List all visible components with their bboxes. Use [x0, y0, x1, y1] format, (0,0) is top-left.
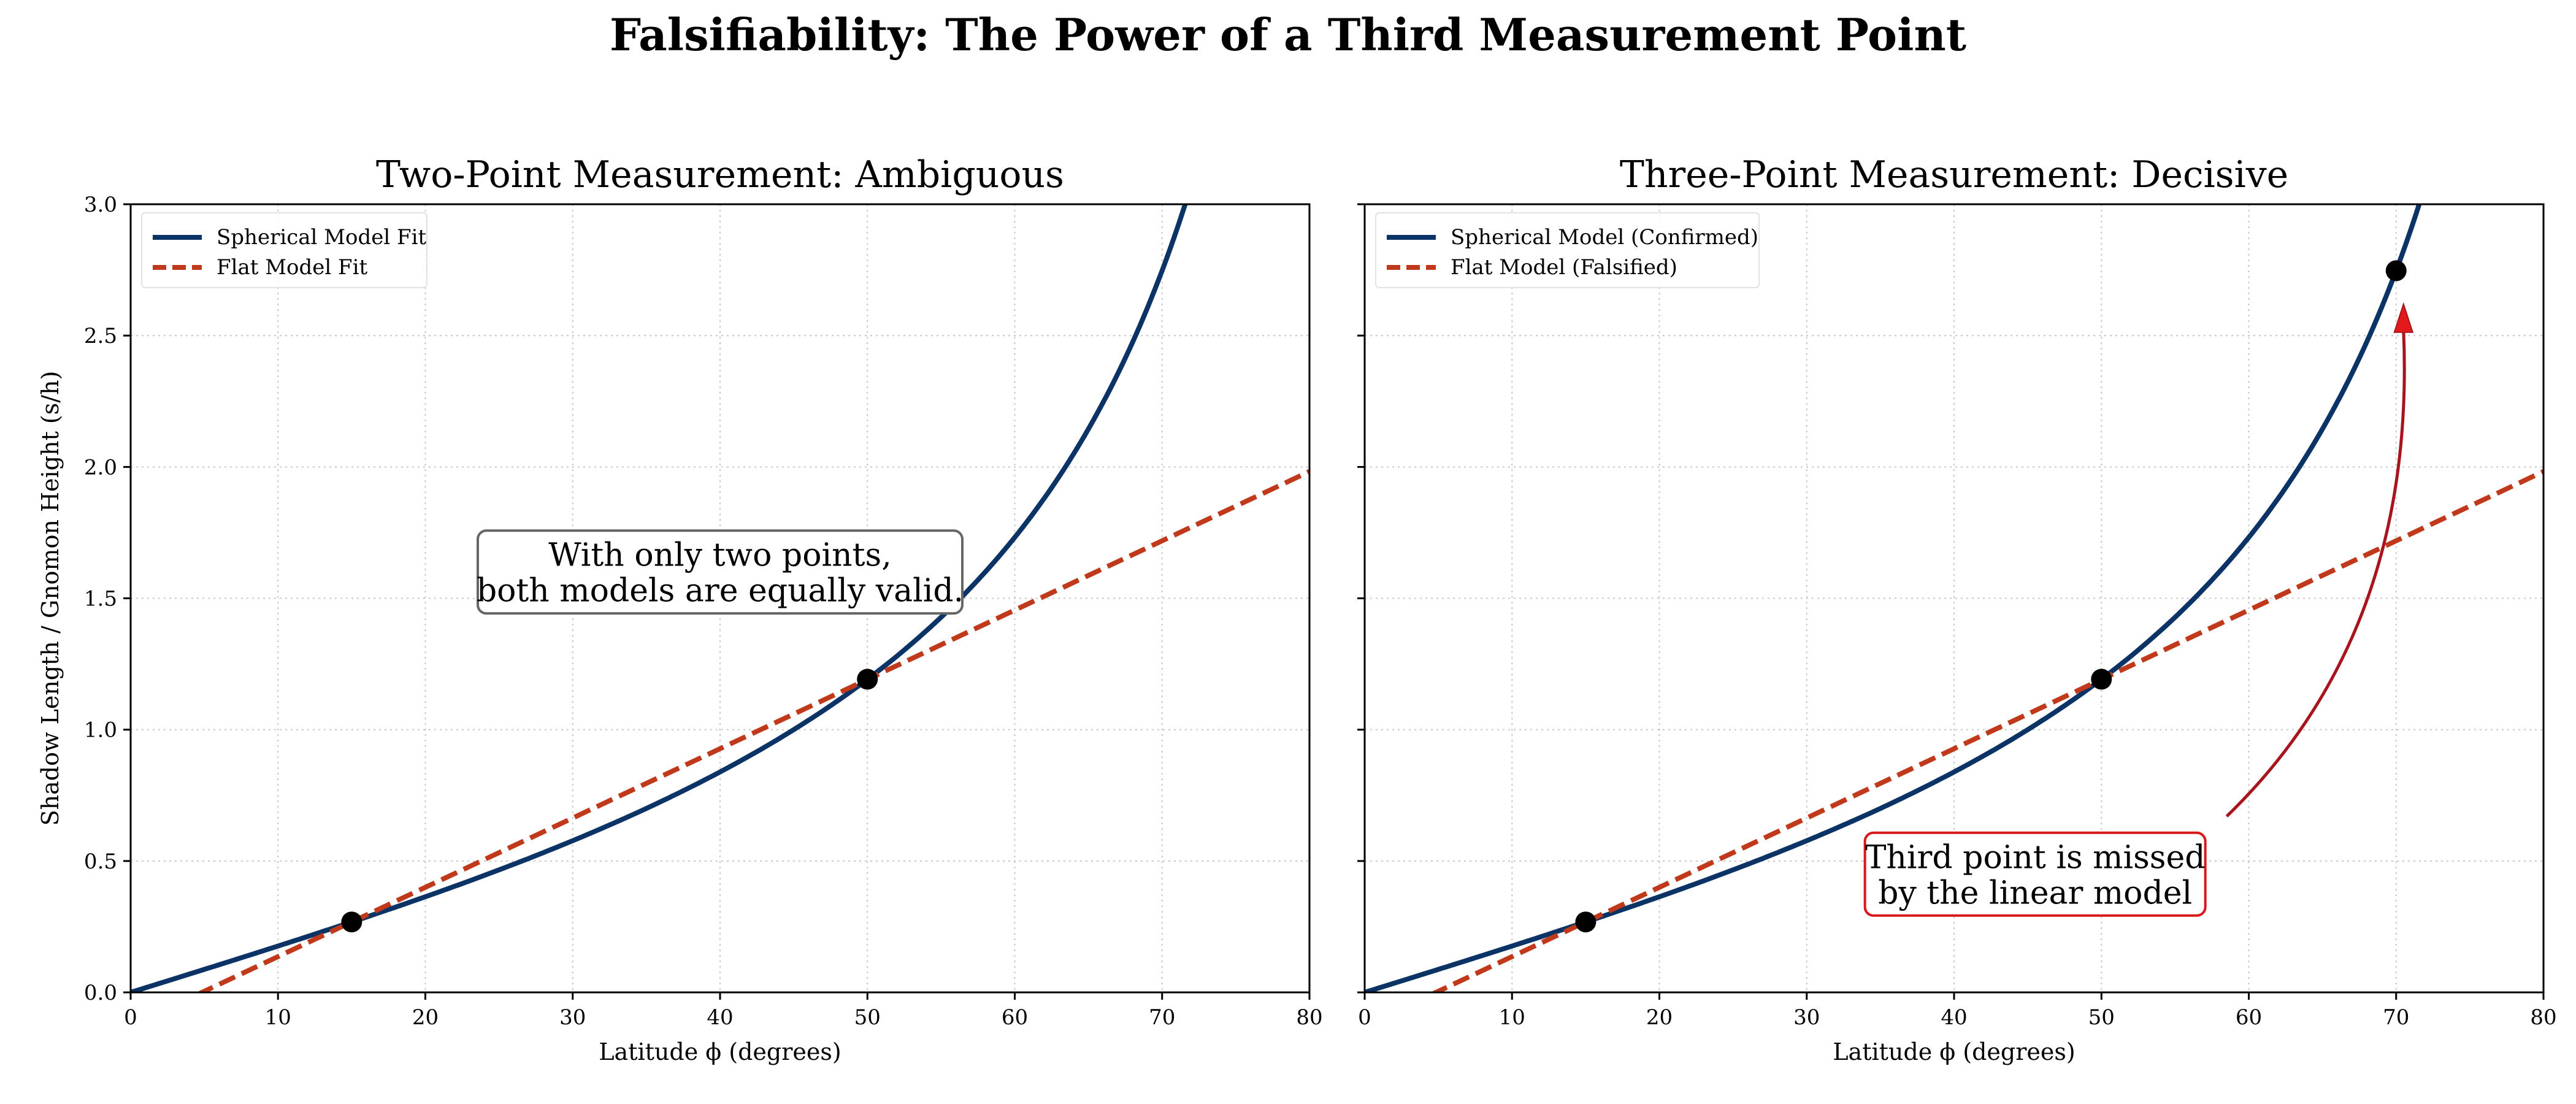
measurement-point-1: [1575, 911, 1597, 933]
x-tick-label: 0: [1358, 1005, 1371, 1030]
plot-area: [131, 204, 1309, 992]
annotation-text: by the linear model: [1878, 875, 2192, 911]
legend: Spherical Model (Confirmed) Flat Model (F…: [1375, 212, 1760, 288]
legend-label: Flat Model Fit: [217, 255, 368, 280]
y-tick-label: 3.0: [84, 193, 117, 217]
x-tick-label: 80: [1296, 1005, 1322, 1030]
left-panel: 0 10 20 30 40 50 60 70 80 0.0 0.5 1.0 1.5 2.0 2.5 3.0 Tw…: [37, 153, 1323, 1065]
x-tick-label: 60: [1002, 1005, 1028, 1030]
annotation-text: both models are equally valid.: [477, 573, 964, 610]
legend-label: Flat Model (Falsified): [1451, 255, 1677, 280]
annotation-box: [477, 529, 964, 615]
x-tick-label: 60: [2236, 1005, 2262, 1030]
x-tick-label: 50: [2088, 1005, 2115, 1030]
x-tick-label: 10: [265, 1005, 291, 1030]
x-tick-label: 40: [1941, 1005, 1967, 1030]
spherical-model-line: [1365, 204, 2422, 992]
annotation-text: Third point is missed: [1865, 839, 2206, 876]
y-tick-label: 2.5: [84, 324, 117, 348]
panel-title: Two-Point Measurement: Ambiguous: [376, 153, 1064, 196]
measurement-point-2: [857, 669, 878, 690]
flat-model-line: [196, 469, 1309, 992]
legend-box: [1375, 212, 1760, 288]
legend-label: Spherical Model Fit: [217, 225, 427, 250]
arrow-head: [2393, 302, 2414, 333]
x-tick-label: 40: [707, 1005, 733, 1030]
legend-box: [141, 212, 427, 288]
x-tick-label: 30: [1793, 1005, 1820, 1030]
y-tick-label: 1.0: [84, 718, 117, 743]
legend: Spherical Model Fit Flat Model Fit: [141, 212, 427, 288]
x-tick-label: 10: [1499, 1005, 1525, 1030]
measurement-point-1: [341, 911, 362, 933]
figure-title: Falsifiability: The Power of a Third Mea…: [610, 9, 1966, 61]
legend-label: Spherical Model (Confirmed): [1451, 225, 1758, 250]
y-tick-label: 0.5: [84, 849, 117, 874]
x-tick-label: 50: [854, 1005, 881, 1030]
x-tick-label: 70: [1149, 1005, 1175, 1030]
measurement-point-2: [2091, 669, 2112, 690]
y-tick-label: 1.5: [84, 587, 117, 611]
plot-area: [1365, 204, 2543, 992]
x-tick-label: 0: [124, 1005, 137, 1030]
flat-model-line: [1430, 469, 2543, 992]
spherical-model-line: [131, 204, 1188, 992]
annotation-arrow: [2225, 329, 2406, 818]
x-tick-label: 30: [559, 1005, 586, 1030]
x-tick-label: 80: [2530, 1005, 2556, 1030]
right-panel: 0 10 20 30 40 50 60 70 80 Three-Point Measurement…: [1357, 153, 2557, 1065]
measurement-point-3: [2385, 260, 2407, 282]
x-tick-label: 20: [1646, 1005, 1673, 1030]
y-axis-label: Shadow Length / Gnomon Height (s/h): [37, 371, 64, 826]
x-tick-label: 20: [412, 1005, 439, 1030]
y-tick-label: 0.0: [84, 981, 117, 1005]
x-axis-label: Latitude ϕ (degrees): [1833, 1038, 2075, 1065]
panel-title: Three-Point Measurement: Decisive: [1620, 153, 2288, 196]
x-tick-label: 70: [2383, 1005, 2409, 1030]
x-axis-label: Latitude ϕ (degrees): [599, 1038, 841, 1065]
y-tick-label: 2.0: [84, 455, 117, 480]
annotation-box: [1863, 831, 2207, 917]
annotation-text: With only two points,: [548, 537, 891, 574]
